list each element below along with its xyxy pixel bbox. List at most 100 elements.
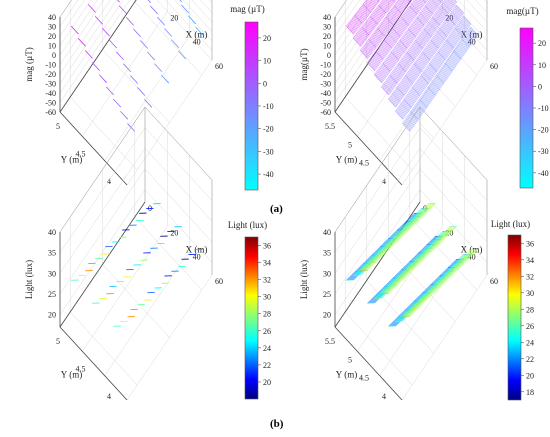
data-line [363, 203, 432, 271]
data-line [363, 0, 406, 55]
data-line [99, 74, 107, 84]
data-line [365, 0, 409, 57]
data-line [353, 208, 423, 276]
colorbar-tick-label: 32 [526, 272, 534, 281]
data-line [117, 0, 120, 3]
data-line [353, 0, 385, 40]
z-tick-label: 30 [48, 23, 56, 32]
data-line [94, 15, 103, 25]
data-line [353, 38, 361, 47]
y-tick-label: 5 [56, 337, 60, 346]
data-line [346, 213, 416, 281]
colorbar-tick-label: 30 [526, 289, 534, 298]
x-tick-label: 20 [445, 13, 453, 22]
data-line [144, 99, 153, 108]
data-line [395, 15, 464, 112]
z-tick-label: -50 [45, 99, 56, 108]
z-tick-label: 25 [323, 290, 331, 299]
data-line [395, 16, 465, 113]
data-line [383, 226, 452, 294]
colorbar [244, 21, 259, 191]
z-tick-label: -30 [45, 80, 56, 89]
y-tick-label: 4.5 [359, 374, 369, 383]
data-line [391, 8, 460, 103]
data-line [188, 15, 197, 25]
data-line [373, 0, 427, 70]
x-tick-label: 20 [170, 228, 178, 237]
data-line [367, 236, 436, 304]
z-tick-label: -40 [320, 89, 331, 98]
data-line [367, 203, 436, 271]
data-line [388, 5, 458, 101]
data-line [408, 249, 477, 317]
data-line [84, 50, 93, 59]
data-line [366, 0, 411, 58]
data-line [366, 203, 435, 271]
data-line [397, 18, 466, 114]
data-line [383, 0, 450, 90]
colorbar-tick-label: 0 [538, 82, 542, 91]
data-line [381, 0, 444, 83]
colorbar-tick-label: 26 [526, 322, 534, 331]
panel-label-b: (b) [270, 418, 284, 430]
data-line [125, 17, 134, 26]
colorbar-tick-label: 34 [263, 259, 271, 268]
data-line [347, 213, 416, 281]
data-line [91, 62, 100, 71]
data-line [106, 86, 115, 96]
colorbar-tick-label: 32 [263, 276, 271, 285]
data-line [404, 249, 473, 317]
z-tick-label: 40 [323, 228, 331, 237]
data-line [386, 226, 455, 294]
y-tick-label: 4 [382, 177, 386, 186]
axis-y-line [59, 201, 146, 328]
data-line [181, 4, 190, 14]
colorbar [244, 236, 259, 400]
data-line [353, 208, 422, 276]
data-line [406, 31, 476, 129]
data-line [365, 0, 410, 58]
colorbar-tick-label: 34 [526, 256, 534, 265]
z-tick-label: -60 [45, 108, 56, 117]
data-line [120, 110, 129, 120]
colorbar-tick-label: -20 [263, 125, 274, 134]
data-line [387, 1, 457, 95]
z-tick-label: -40 [45, 89, 56, 98]
data-line [367, 236, 437, 304]
z-tick-label: 20 [323, 32, 331, 41]
x-tick-label: 60 [490, 62, 498, 71]
data-line [398, 19, 468, 116]
panel-label-a: (a) [270, 203, 283, 215]
x-tick-label: 40 [193, 253, 201, 262]
data-line [401, 23, 471, 119]
data-line [101, 27, 110, 37]
data-line [388, 1, 457, 96]
z-tick-label: 20 [48, 32, 56, 41]
data-line [361, 203, 430, 271]
colorbar-tick-label: -30 [263, 147, 274, 156]
data-line [388, 259, 457, 327]
chart-panel-1: -60-50-40-30-20-10010203040020406044.555… [299, 0, 549, 189]
data-line [384, 0, 452, 92]
data-line [406, 249, 476, 317]
data-line [377, 0, 436, 79]
data-line [390, 7, 459, 102]
data-line [147, 0, 151, 3]
colorbar-tick-label: -10 [263, 102, 274, 111]
colorbar-tick-label: 26 [263, 327, 271, 336]
y-axis-label: Y (m) [336, 370, 357, 380]
data-line [154, 63, 163, 72]
y-tick-label: 4 [107, 392, 111, 401]
z-tick-label: 25 [48, 290, 56, 299]
data-line [161, 74, 170, 84]
axis-y-line [334, 0, 412, 113]
data-line [374, 0, 430, 75]
data-line [387, 226, 457, 294]
axis-x-line [334, 111, 403, 186]
data-line [388, 226, 457, 294]
colorbar-tick-label: 22 [526, 355, 534, 364]
y-tick-label: 5 [348, 140, 352, 149]
data-line [118, 5, 127, 15]
data-line [349, 0, 374, 31]
data-line [359, 0, 396, 46]
